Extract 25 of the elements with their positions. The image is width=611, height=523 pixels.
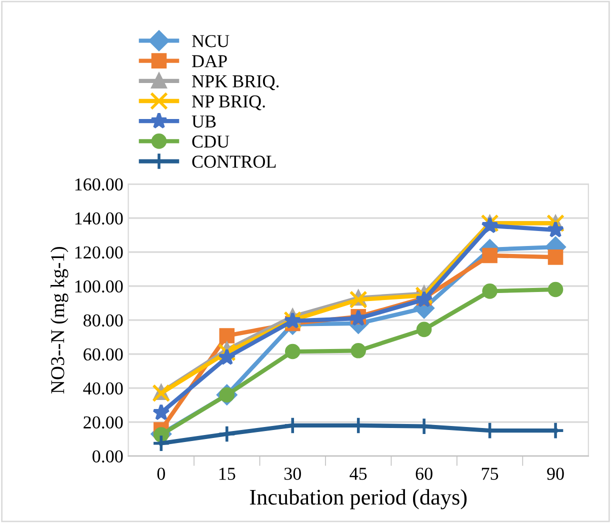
legend-label: NCU — [192, 35, 230, 48]
x-tick-label: 0 — [157, 468, 165, 480]
x-tick-label: 90 — [547, 468, 564, 480]
x-tick-label: 45 — [350, 468, 367, 480]
y-tick-label: 40.00 — [83, 382, 123, 395]
x-tick-label: 15 — [219, 468, 236, 480]
x-tick-label: 60 — [416, 468, 432, 480]
y-tick-label: 60.00 — [84, 348, 123, 361]
legend-label: NP BRIQ. — [192, 95, 265, 110]
y-tick-label: 100.00 — [75, 280, 123, 293]
y-tick-label: 140.00 — [75, 212, 123, 225]
legend-label: CDU — [192, 136, 230, 148]
y-tick-label: 120.00 — [75, 246, 123, 259]
legend-label: UB — [192, 116, 216, 128]
y-tick-label: 160.00 — [75, 178, 123, 191]
y-axis-title: NO3--N (mg kg-1) — [50, 246, 68, 394]
y-tick-label: 80.00 — [84, 314, 123, 327]
legend-label: NPK BRIQ. — [192, 75, 279, 90]
x-tick-label: 30 — [284, 468, 301, 480]
y-tick-label: 0.00 — [92, 450, 123, 463]
legend-label: CONTROL — [192, 156, 276, 168]
x-axis-title: Incubation period (days) — [250, 489, 467, 510]
legend-label: DAP — [192, 55, 227, 68]
x-tick-label: 75 — [482, 468, 498, 480]
y-tick-label: 20.00 — [84, 416, 123, 429]
